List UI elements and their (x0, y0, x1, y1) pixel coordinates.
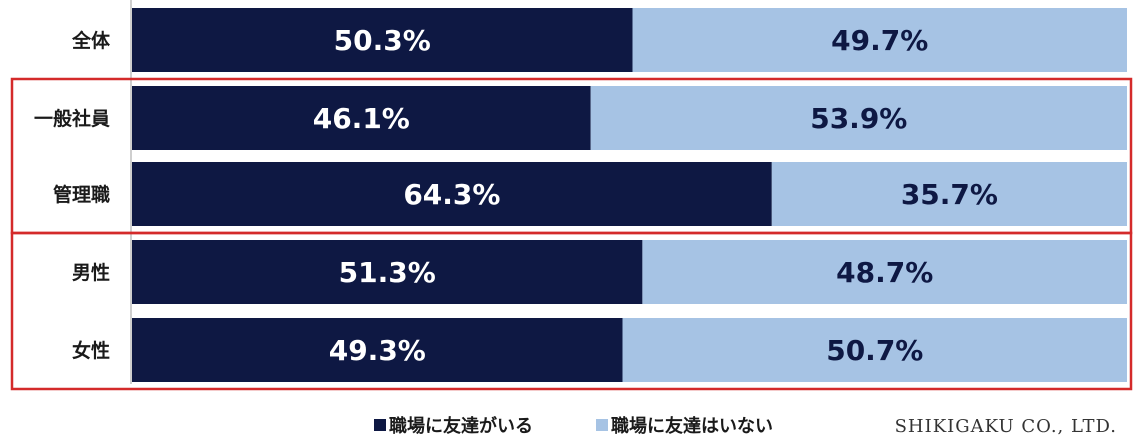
bar-value-label: 53.9% (810, 102, 907, 135)
legend-label: 職場に友達はいない (611, 415, 773, 437)
bar-has-friend-0 (132, 8, 633, 72)
highlight-boxes (10, 77, 1133, 391)
bars-group: 50.3% 49.7% 46.1% 53.9% 64.3% 35.7% 51.3% 48.7%… (132, 8, 1127, 382)
bar-no-friend-4 (622, 318, 1127, 382)
bar-no-friend-0 (632, 8, 1127, 72)
bar-value-label: 51.3% (339, 256, 436, 289)
bar-value-label: 46.1% (313, 102, 410, 135)
category-label: 女性 (72, 339, 110, 362)
category-label: 男性 (72, 261, 110, 284)
credit-text: SHIKIGAKU CO., LTD. (895, 416, 1117, 437)
bar-value-label: 64.3% (403, 178, 500, 211)
category-label: 全体 (71, 29, 111, 52)
bar-has-friend-3 (132, 240, 643, 304)
bar-has-friend-1 (132, 86, 591, 150)
legend-swatch (596, 419, 608, 431)
bar-value-label: 50.3% (334, 24, 431, 57)
bar-no-friend-3 (642, 240, 1127, 304)
bar-value-label: 50.7% (826, 334, 923, 367)
legend-swatch (374, 419, 386, 431)
bar-has-friend-2 (132, 162, 772, 226)
category-label: 一般社員 (34, 107, 110, 130)
legend-label: 職場に友達がいる (389, 415, 533, 437)
bar-has-friend-4 (132, 318, 623, 382)
bar-value-label: 48.7% (836, 256, 933, 289)
bar-no-friend-1 (590, 86, 1127, 150)
highlight-box-1 (10, 231, 1133, 391)
bar-value-label: 49.7% (831, 24, 928, 57)
bar-value-label: 35.7% (901, 178, 998, 211)
category-label: 管理職 (53, 183, 110, 206)
legend: 職場に友達がいる 職場に友達はいない (374, 415, 773, 437)
bar-no-friend-2 (771, 162, 1127, 226)
bar-value-label: 49.3% (329, 334, 426, 367)
